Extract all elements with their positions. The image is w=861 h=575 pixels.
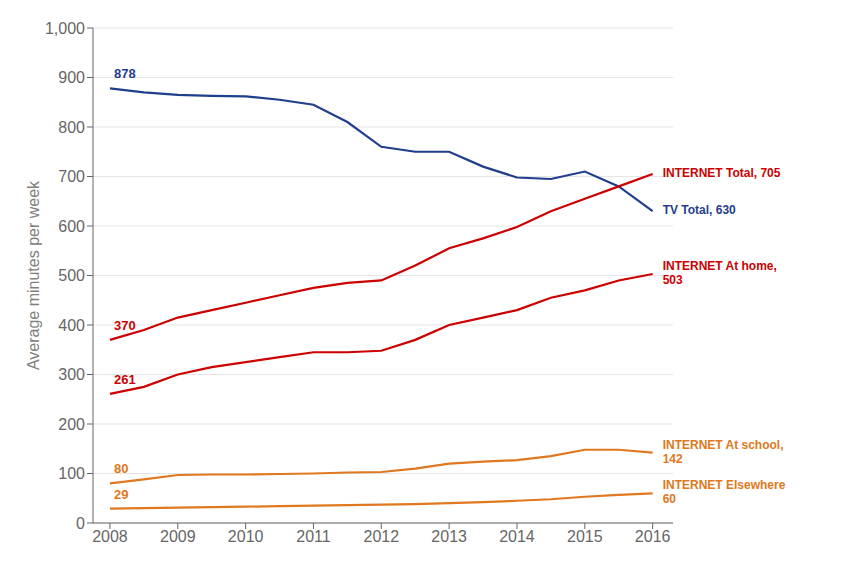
svg-text:2009: 2009 <box>160 528 196 545</box>
svg-text:INTERNET At home,503: INTERNET At home,503 <box>663 259 777 287</box>
svg-text:INTERNET Total, 705: INTERNET Total, 705 <box>663 166 781 180</box>
svg-text:700: 700 <box>58 168 85 185</box>
svg-text:2010: 2010 <box>228 528 264 545</box>
svg-text:2012: 2012 <box>364 528 400 545</box>
svg-text:80: 80 <box>114 461 128 476</box>
svg-text:2011: 2011 <box>296 528 331 545</box>
svg-text:2014: 2014 <box>499 528 535 545</box>
svg-text:900: 900 <box>58 69 85 86</box>
svg-text:400: 400 <box>58 317 85 334</box>
svg-text:INTERNET Elsewhere60: INTERNET Elsewhere60 <box>663 478 786 506</box>
svg-text:0: 0 <box>76 515 85 532</box>
svg-text:1,000: 1,000 <box>45 20 85 37</box>
svg-text:TV Total, 630: TV Total, 630 <box>663 203 736 217</box>
svg-text:2008: 2008 <box>92 528 128 545</box>
svg-text:2015: 2015 <box>567 528 603 545</box>
svg-text:878: 878 <box>114 66 136 81</box>
svg-text:2013: 2013 <box>431 528 467 545</box>
svg-text:370: 370 <box>114 318 136 333</box>
svg-text:500: 500 <box>58 267 85 284</box>
svg-text:100: 100 <box>58 465 85 482</box>
svg-text:300: 300 <box>58 366 85 383</box>
svg-text:Average minutes per week: Average minutes per week <box>25 180 42 370</box>
svg-text:200: 200 <box>58 416 85 433</box>
svg-text:29: 29 <box>114 487 128 502</box>
svg-text:2016: 2016 <box>635 528 671 545</box>
svg-text:600: 600 <box>58 218 85 235</box>
svg-text:800: 800 <box>58 119 85 136</box>
svg-text:INTERNET At school,142: INTERNET At school,142 <box>663 438 784 466</box>
svg-text:261: 261 <box>114 372 136 387</box>
